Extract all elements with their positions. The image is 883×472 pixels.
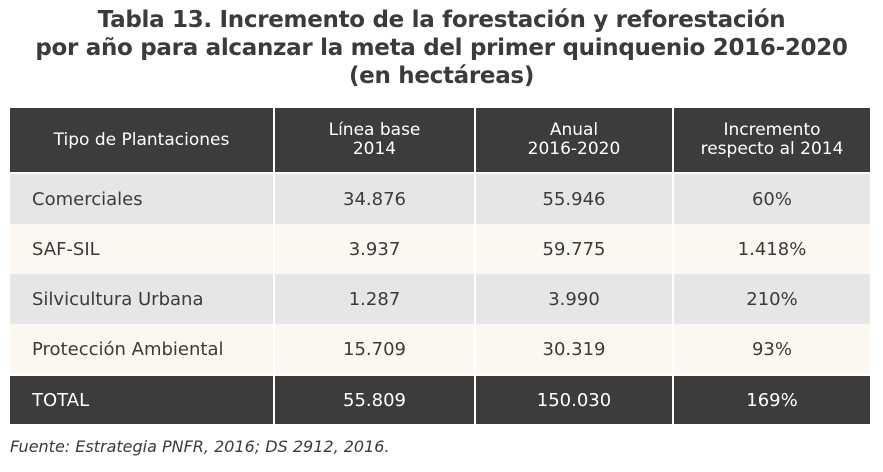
header-baseline: Línea base 2014 bbox=[274, 108, 476, 174]
total-baseline: 55.809 bbox=[274, 374, 476, 424]
cell-plantation-type: Silvicultura Urbana bbox=[10, 274, 275, 324]
cell-increase: 1.418% bbox=[673, 224, 870, 274]
total-row: TOTAL 55.809 150.030 169% bbox=[10, 374, 870, 424]
source-note: Fuente: Estrategia PNFR, 2016; DS 2912, … bbox=[10, 437, 390, 456]
cell-annual: 3.990 bbox=[475, 274, 674, 324]
header-increase: Incremento respecto al 2014 bbox=[673, 108, 870, 174]
header-label: respecto al 2014 bbox=[700, 139, 844, 159]
cell-increase: 210% bbox=[673, 274, 870, 324]
cell-baseline: 15.709 bbox=[274, 324, 476, 375]
header-annual: Anual 2016-2020 bbox=[475, 108, 674, 174]
cell-annual: 30.319 bbox=[475, 324, 674, 375]
title-line-3: (en hectáreas) bbox=[348, 63, 535, 89]
cell-plantation-type: Comerciales bbox=[10, 173, 275, 224]
header-plantation-type: Tipo de Plantaciones bbox=[10, 108, 275, 174]
cell-plantation-type: Protección Ambiental bbox=[10, 324, 275, 375]
total-label: TOTAL bbox=[10, 374, 275, 424]
total-annual: 150.030 bbox=[475, 374, 674, 424]
title-line-1: Tabla 13. Incremento de la forestación y… bbox=[97, 7, 786, 33]
cell-increase: 93% bbox=[673, 324, 870, 375]
header-label: 2016-2020 bbox=[527, 139, 621, 159]
header-label: Incremento bbox=[723, 120, 821, 140]
cell-annual: 59.775 bbox=[475, 224, 674, 274]
cell-baseline: 3.937 bbox=[274, 224, 476, 274]
header-label: Tipo de Plantaciones bbox=[53, 129, 230, 150]
table-title: Tabla 13. Incremento de la forestación y… bbox=[0, 6, 883, 90]
cell-plantation-type: SAF-SIL bbox=[10, 224, 275, 274]
header-label: 2014 bbox=[352, 139, 397, 159]
table-row: Protección Ambiental 15.709 30.319 93% bbox=[10, 324, 870, 375]
plantations-table: Tipo de Plantaciones Línea base 2014 Anu… bbox=[10, 108, 870, 424]
table-row: SAF-SIL 3.937 59.775 1.418% bbox=[10, 224, 870, 274]
header-label: Anual bbox=[549, 120, 599, 140]
cell-baseline: 1.287 bbox=[274, 274, 476, 324]
cell-annual: 55.946 bbox=[475, 173, 674, 224]
header-label: Línea base bbox=[328, 120, 421, 140]
table-row: Silvicultura Urbana 1.287 3.990 210% bbox=[10, 274, 870, 324]
total-increase: 169% bbox=[673, 374, 870, 424]
title-line-2: por año para alcanzar la meta del primer… bbox=[35, 35, 848, 61]
table-row: Comerciales 34.876 55.946 60% bbox=[10, 173, 870, 224]
cell-increase: 60% bbox=[673, 173, 870, 224]
header-row: Tipo de Plantaciones Línea base 2014 Anu… bbox=[10, 108, 870, 174]
cell-baseline: 34.876 bbox=[274, 173, 476, 224]
